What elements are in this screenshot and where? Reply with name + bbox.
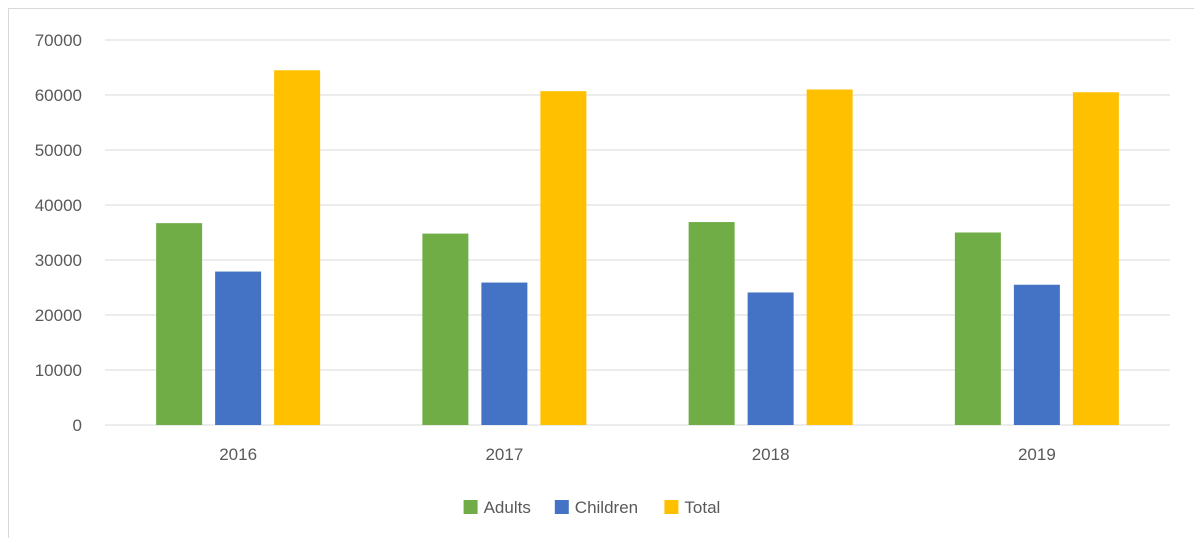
bar-total-2016 bbox=[274, 70, 321, 425]
y-tick-label: 60000 bbox=[35, 86, 82, 105]
y-tick-label: 40000 bbox=[35, 196, 82, 215]
legend-swatch-total bbox=[664, 500, 679, 514]
bar-total-2017 bbox=[540, 91, 587, 426]
bar-children-2019 bbox=[1013, 284, 1060, 425]
y-tick-label: 10000 bbox=[35, 361, 82, 380]
bar-children-2016 bbox=[215, 271, 262, 425]
y-tick-label: 50000 bbox=[35, 141, 82, 160]
bar-adults-2016 bbox=[156, 223, 203, 425]
y-tick-label: 30000 bbox=[35, 251, 82, 270]
bar-children-2018 bbox=[747, 292, 794, 425]
legend-swatch-adults bbox=[463, 500, 478, 514]
x-tick-label: 2019 bbox=[1018, 445, 1056, 464]
bar-adults-2017 bbox=[422, 233, 469, 425]
legend-label-children: Children bbox=[575, 498, 638, 517]
bar-total-2019 bbox=[1072, 92, 1119, 425]
legend-swatch-children bbox=[554, 500, 569, 514]
y-tick-label: 0 bbox=[73, 416, 82, 435]
legend-label-total: Total bbox=[684, 498, 720, 517]
legend-label-adults: Adults bbox=[484, 498, 531, 517]
bar-adults-2019 bbox=[954, 232, 1001, 425]
x-tick-label: 2016 bbox=[219, 445, 257, 464]
bars bbox=[156, 70, 1119, 426]
x-tick-label: 2018 bbox=[752, 445, 790, 464]
legend: Adults Children Total bbox=[463, 498, 720, 517]
y-axis-tick-labels: 0 10000 20000 30000 40000 50000 60000 70000 bbox=[35, 31, 82, 435]
y-tick-label: 70000 bbox=[35, 31, 82, 50]
gridlines bbox=[105, 39, 1170, 426]
x-axis-tick-labels: 2016 2017 2018 2019 bbox=[219, 445, 1056, 464]
y-tick-label: 20000 bbox=[35, 306, 82, 325]
bar-adults-2018 bbox=[688, 222, 735, 425]
bar-total-2018 bbox=[806, 89, 853, 425]
bar-children-2017 bbox=[481, 282, 528, 425]
x-tick-label: 2017 bbox=[485, 445, 523, 464]
